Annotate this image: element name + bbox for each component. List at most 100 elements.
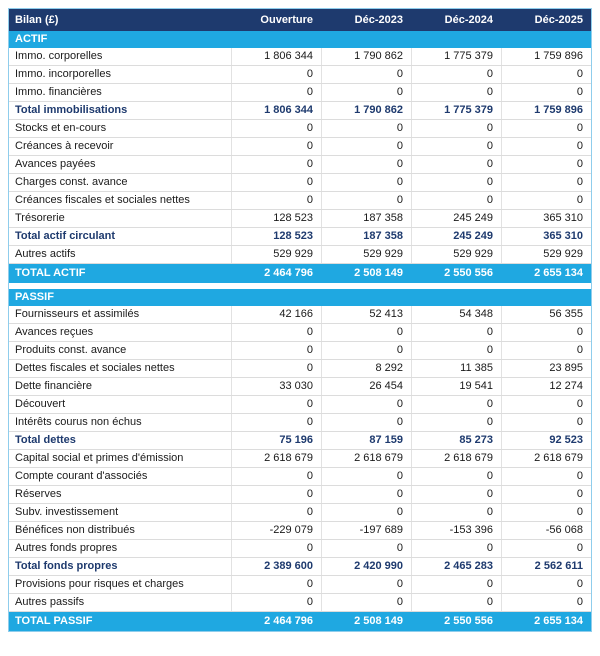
row-value: 0 — [501, 138, 591, 155]
row-value: 0 — [231, 594, 321, 611]
row-value: 0 — [501, 504, 591, 521]
row-value: 2 508 149 — [354, 267, 403, 279]
row-value: 87 159 — [321, 432, 411, 449]
row-value: 2 464 796 — [264, 615, 313, 627]
row-value: 8 292 — [321, 360, 411, 377]
row-value: 529 929 — [321, 246, 411, 263]
column-header-dec-2025: Déc-2025 — [534, 13, 583, 26]
row-label: Charges const. avance — [15, 176, 128, 188]
row-label: PASSIF — [15, 291, 54, 303]
row-value: 0 — [231, 66, 321, 83]
row-value: 75 196 — [231, 432, 321, 449]
row-value: 0 — [321, 192, 411, 209]
table-row: Compte courant d'associés 0 0 0 0 — [9, 468, 591, 486]
row-value: 245 249 — [411, 228, 501, 245]
row-value: 0 — [231, 192, 321, 209]
row-label: Produits const. avance — [15, 344, 127, 356]
row-value: 0 — [411, 342, 501, 359]
row-label: Dettes fiscales et sociales nettes — [15, 362, 175, 374]
row-value: 0 — [321, 120, 411, 137]
row-value: 1 775 379 — [411, 102, 501, 119]
row-label: ACTIF — [15, 33, 48, 45]
row-label: Autres fonds propres — [15, 542, 118, 554]
row-value: 23 895 — [501, 360, 591, 377]
row-value: 0 — [501, 342, 591, 359]
row-value: 2 618 679 — [321, 450, 411, 467]
table-row: Créances à recevoir 0 0 0 0 — [9, 138, 591, 156]
row-label: TOTAL PASSIF — [15, 615, 93, 627]
row-label: Créances à recevoir — [15, 140, 114, 152]
row-value: 26 454 — [321, 378, 411, 395]
row-value: 0 — [501, 468, 591, 485]
row-value: 19 541 — [411, 378, 501, 395]
row-label: Intérêts courus non échus — [15, 416, 142, 428]
row-value: 1 806 344 — [231, 102, 321, 119]
row-value: -197 689 — [321, 522, 411, 539]
row-value: 2 550 556 — [444, 267, 493, 279]
row-label: Immo. financières — [15, 86, 102, 98]
row-value: 0 — [411, 504, 501, 521]
row-value: 1 790 862 — [321, 102, 411, 119]
row-value: 187 358 — [321, 210, 411, 227]
row-value: 92 523 — [501, 432, 591, 449]
table-row: Créances fiscales et sociales nettes 0 0 0 0 — [9, 192, 591, 210]
row-value: 2 508 149 — [354, 615, 403, 627]
row-value: 2 655 134 — [534, 615, 583, 627]
section-header-passif: PASSIF — [9, 289, 591, 306]
row-value: 0 — [321, 486, 411, 503]
table-row: Dette financière 33 030 26 454 19 541 12 274 — [9, 378, 591, 396]
column-header-dec-2024: Déc-2024 — [444, 13, 493, 26]
table-header-row: Bilan (£) Ouverture Déc-2023 Déc-2024 Dé… — [9, 9, 591, 31]
row-value: 85 273 — [411, 432, 501, 449]
row-value: 0 — [501, 66, 591, 83]
row-value: 0 — [231, 174, 321, 191]
row-label: Avances reçues — [15, 326, 94, 338]
row-label: Immo. incorporelles — [15, 68, 111, 80]
row-value: 187 358 — [321, 228, 411, 245]
table-body: ACTIF Immo. corporelles 1 806 344 1 790 862… — [9, 31, 591, 631]
row-value: 0 — [501, 84, 591, 101]
row-value: 0 — [411, 66, 501, 83]
row-value: 0 — [411, 174, 501, 191]
table-row: Produits const. avance 0 0 0 0 — [9, 342, 591, 360]
table-row: Avances reçues 0 0 0 0 — [9, 324, 591, 342]
row-value: 0 — [321, 84, 411, 101]
row-value: 0 — [411, 486, 501, 503]
row-value: 2 550 556 — [444, 615, 493, 627]
row-value: 0 — [411, 156, 501, 173]
row-value: 529 929 — [411, 246, 501, 263]
row-value: 0 — [501, 486, 591, 503]
row-label: Avances payées — [15, 158, 96, 170]
section-passif: PASSIF Fournisseurs et assimilés 42 166 52 … — [9, 289, 591, 631]
section-actif: ACTIF Immo. corporelles 1 806 344 1 790 862… — [9, 31, 591, 283]
row-value: 0 — [321, 396, 411, 413]
row-value: 0 — [411, 192, 501, 209]
table-row: Total fonds propres 2 389 600 2 420 990 2 4… — [9, 558, 591, 576]
row-value: 1 775 379 — [411, 48, 501, 65]
row-label: Découvert — [15, 398, 66, 410]
row-value: 0 — [321, 468, 411, 485]
table-row: Intérêts courus non échus 0 0 0 0 — [9, 414, 591, 432]
total-row-passif: TOTAL PASSIF 2 464 796 2 508 149 2 550 556 2… — [9, 612, 591, 631]
table-row: Réserves 0 0 0 0 — [9, 486, 591, 504]
row-label: Autres passifs — [15, 596, 85, 608]
row-value: 0 — [231, 576, 321, 593]
row-label: Total actif circulant — [15, 230, 116, 242]
row-value: 0 — [501, 192, 591, 209]
row-value: 0 — [321, 576, 411, 593]
row-value: -229 079 — [231, 522, 321, 539]
row-value: 42 166 — [231, 306, 321, 323]
row-value: 0 — [501, 540, 591, 557]
table-row: Dettes fiscales et sociales nettes 0 8 292… — [9, 360, 591, 378]
row-value: 1 759 896 — [501, 48, 591, 65]
row-value: 0 — [321, 540, 411, 557]
table-row: Provisions pour risques et charges 0 0 0 0 — [9, 576, 591, 594]
row-value: 0 — [231, 156, 321, 173]
row-label: Total immobilisations — [15, 104, 128, 116]
row-value: 0 — [501, 594, 591, 611]
row-value: 0 — [501, 174, 591, 191]
row-value: 0 — [501, 414, 591, 431]
row-label: Créances fiscales et sociales nettes — [15, 194, 190, 206]
table-row: Immo. corporelles 1 806 344 1 790 862 1 775… — [9, 48, 591, 66]
table-row: Charges const. avance 0 0 0 0 — [9, 174, 591, 192]
